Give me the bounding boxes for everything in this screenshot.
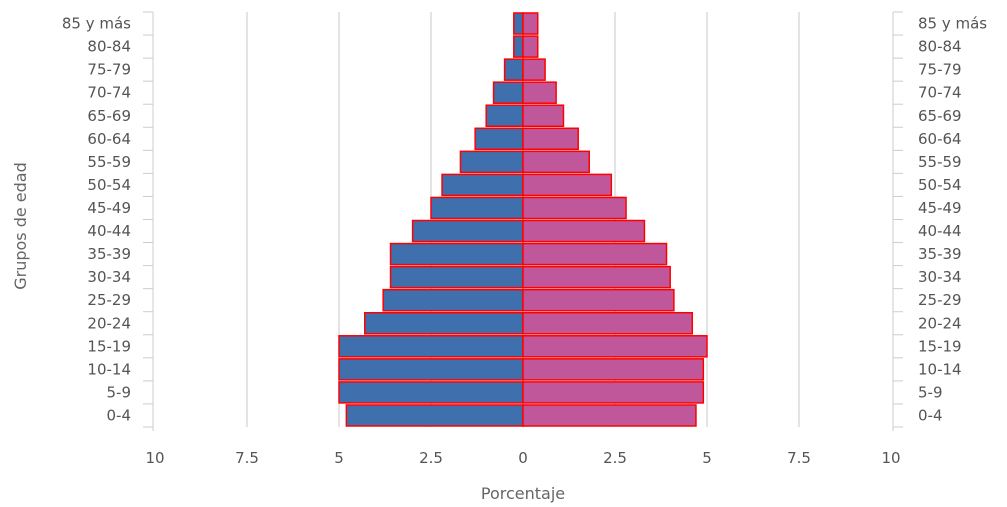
age-group-label: 80-84	[87, 38, 131, 56]
age-group-label: 60-64	[87, 130, 131, 148]
y-axis-title: Grupos de edad	[11, 162, 30, 290]
right-bar-55-59	[522, 150, 590, 174]
age-group-label: 35-39	[918, 245, 962, 263]
age-group-label: 50-54	[87, 176, 131, 194]
right-bar-70-74	[522, 81, 557, 104]
left-bar-80-84	[513, 35, 524, 58]
right-bar-85-y-más	[522, 12, 539, 35]
right-bar-40-44	[522, 219, 646, 243]
x-axis-ticks: 10 7.5 5 2.5 0 2.5 5 7.5 10	[145, 449, 900, 467]
age-group-label: 30-34	[918, 268, 962, 286]
left-bar-20-24	[364, 311, 524, 335]
age-group-label: 40-44	[918, 222, 962, 240]
age-group-label: 5-9	[107, 383, 132, 401]
x-tick-label: 10	[881, 449, 900, 467]
x-axis-title: Porcentaje	[481, 484, 565, 503]
age-group-label: 45-49	[918, 199, 962, 217]
right-bar-75-79	[522, 58, 546, 81]
age-group-label: 25-29	[87, 291, 131, 309]
x-tick-label: 5	[334, 449, 344, 467]
age-group-label: 65-69	[87, 107, 131, 125]
left-bar-15-19	[338, 335, 524, 358]
right-bar-15-19	[522, 335, 708, 358]
age-group-label: 85 y más	[62, 15, 131, 33]
age-group-label: 5-9	[918, 383, 943, 401]
left-bar-35-39	[389, 242, 524, 266]
left-bar-5-9	[338, 381, 524, 404]
right-bar-25-29	[522, 288, 675, 312]
age-group-label: 75-79	[918, 61, 962, 79]
left-bar-50-54	[441, 173, 524, 197]
age-group-label: 40-44	[87, 222, 131, 240]
right-bar-65-69	[522, 104, 565, 128]
age-group-label: 0-4	[107, 406, 132, 424]
left-bar-30-34	[389, 265, 524, 289]
x-tick-label: 7.5	[787, 449, 811, 467]
left-bar-70-74	[492, 81, 524, 104]
right-bar-80-84	[522, 35, 539, 58]
right-age-axis: 0-4 5-9 10-14 15-19 20-24 25-29 30-34 35-39 40-4…	[892, 11, 987, 431]
age-group-label: 65-69	[918, 107, 962, 125]
left-bar-10-14	[338, 358, 524, 381]
right-bar-45-49	[522, 196, 627, 220]
age-group-label: 45-49	[87, 199, 131, 217]
right-bar-30-34	[522, 265, 671, 289]
left-bar-55-59	[459, 150, 524, 174]
left-bar-45-49	[430, 196, 524, 220]
left-bar-60-64	[474, 127, 524, 151]
age-group-label: 75-79	[87, 61, 131, 79]
age-group-label: 10-14	[918, 360, 962, 378]
x-tick-label: 2.5	[603, 449, 627, 467]
age-group-label: 70-74	[918, 84, 962, 102]
age-group-label: 35-39	[87, 245, 131, 263]
left-age-axis: 0-4 5-9 10-14 15-19 20-24 25-29 30-34 35-39 40-4…	[62, 11, 154, 431]
x-tick-label: 2.5	[419, 449, 443, 467]
age-group-label: 55-59	[918, 153, 962, 171]
right-bar-35-39	[522, 242, 668, 266]
right-bar-60-64	[522, 127, 579, 151]
age-group-label: 50-54	[918, 176, 962, 194]
right-bar-10-14	[522, 358, 705, 381]
age-group-label: 0-4	[918, 406, 943, 424]
age-group-label: 85 y más	[918, 15, 987, 33]
x-tick-label: 5	[702, 449, 712, 467]
age-group-label: 70-74	[87, 84, 131, 102]
right-bar-0-4	[522, 404, 697, 427]
left-bar-40-44	[411, 219, 524, 243]
right-bar-50-54	[522, 173, 613, 197]
left-bar-25-29	[382, 288, 524, 312]
age-group-label: 10-14	[87, 360, 131, 378]
x-tick-label: 7.5	[235, 449, 259, 467]
age-group-label: 15-19	[87, 337, 131, 355]
age-group-label: 80-84	[918, 38, 962, 56]
bars	[338, 12, 708, 427]
x-tick-label: 10	[145, 449, 164, 467]
age-group-label: 30-34	[87, 268, 131, 286]
age-group-label: 55-59	[87, 153, 131, 171]
age-group-label: 60-64	[918, 130, 962, 148]
x-tick-label: 0	[518, 449, 528, 467]
left-bar-85-y-más	[513, 12, 524, 35]
age-group-label: 20-24	[87, 314, 131, 332]
age-group-label: 15-19	[918, 337, 962, 355]
right-bar-5-9	[522, 381, 705, 404]
left-bar-0-4	[345, 404, 524, 427]
grid-lines	[246, 12, 800, 427]
left-bar-65-69	[485, 104, 524, 128]
age-group-label: 20-24	[918, 314, 962, 332]
left-bar-75-79	[503, 58, 524, 81]
right-bar-20-24	[522, 311, 694, 335]
age-group-label: 25-29	[918, 291, 962, 309]
